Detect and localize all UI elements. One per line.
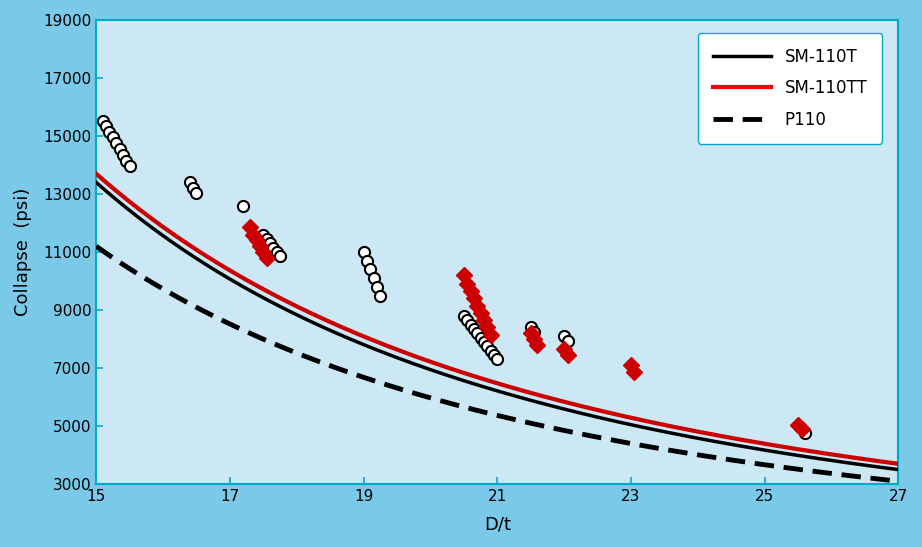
- Legend: SM-110T, SM-110TT, P110: SM-110T, SM-110TT, P110: [698, 33, 882, 143]
- Y-axis label: Collapse  (psi): Collapse (psi): [14, 188, 32, 316]
- X-axis label: D/t: D/t: [484, 515, 511, 533]
